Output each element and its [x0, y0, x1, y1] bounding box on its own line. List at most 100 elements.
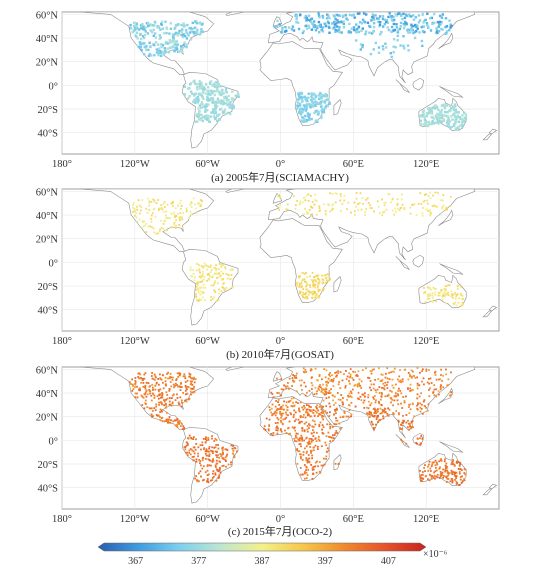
xco2-observation [181, 33, 184, 37]
xco2-observation [214, 267, 217, 270]
xco2-observation [214, 106, 217, 109]
xco2-observation [318, 94, 322, 97]
xco2-observation [311, 467, 314, 469]
xco2-observation [215, 87, 219, 90]
xco2-observation [341, 14, 345, 17]
xco2-observation [394, 46, 397, 49]
xco2-observation [309, 369, 312, 372]
xco2-observation [434, 459, 437, 462]
xco2-observation [323, 388, 326, 391]
xco2-observation [378, 367, 380, 370]
xco2-observation [318, 425, 321, 428]
xco2-observation [419, 444, 422, 446]
xco2-observation [210, 464, 212, 467]
xco2-observation [353, 16, 356, 19]
xco2-observation [288, 433, 290, 436]
xco2-observation [392, 45, 395, 48]
xco2-observation [133, 210, 136, 213]
xco2-observation [286, 408, 289, 411]
xco2-observation [293, 409, 296, 412]
xco2-observation [345, 378, 348, 381]
xco2-observation [378, 15, 382, 18]
xco2-observation [174, 46, 177, 50]
xco2-observation [295, 390, 298, 393]
xco2-observation [368, 410, 371, 413]
xco2-observation [208, 450, 210, 453]
xco2-observation [382, 417, 385, 420]
xco2-observation [448, 29, 451, 32]
xco2-observation [216, 113, 220, 117]
xco2-observation [211, 437, 213, 440]
xco2-observation [314, 410, 317, 413]
xco2-observation [212, 284, 215, 287]
xco2-observation [456, 293, 458, 296]
xco2-observation [405, 395, 407, 398]
xco2-observation [321, 30, 325, 33]
xco2-observation [192, 387, 195, 390]
xco2-observation [306, 414, 309, 417]
xco2-observation [317, 288, 320, 291]
xco2-observation [183, 93, 186, 96]
xco2-observation [312, 412, 315, 414]
xco2-observation [457, 125, 460, 129]
xco2-observation [182, 375, 185, 378]
xco2-observation [296, 462, 299, 465]
xco2-observation [406, 44, 410, 47]
xco2-observation [148, 53, 152, 56]
xco2-observation [191, 92, 194, 96]
xco2-observation [424, 291, 426, 294]
xco2-observation [307, 289, 310, 292]
xco2-observation [174, 419, 176, 422]
lon-tick-label: 180° [52, 514, 72, 525]
xco2-observation [221, 279, 224, 281]
xco2-observation [177, 422, 179, 424]
xco2-observation [334, 20, 337, 24]
xco2-observation [321, 410, 324, 413]
xco2-observation [311, 100, 314, 103]
xco2-observation [371, 207, 373, 209]
xco2-observation [145, 231, 148, 233]
xco2-observation [323, 457, 325, 460]
xco2-observation [312, 429, 314, 431]
xco2-observation [133, 21, 137, 25]
xco2-observation [148, 209, 151, 211]
xco2-observation [393, 399, 396, 402]
xco2-observation [224, 456, 227, 459]
xco2-observation [352, 370, 355, 373]
xco2-observation [311, 477, 314, 480]
xco2-observation [434, 374, 437, 376]
xco2-observation [283, 384, 285, 387]
xco2-observation [420, 123, 423, 126]
xco2-observation [337, 372, 340, 375]
xco2-observation [319, 413, 322, 416]
xco2-observation [159, 219, 162, 222]
xco2-observation [318, 461, 321, 463]
xco2-observation [425, 406, 427, 409]
xco2-observation [424, 405, 426, 408]
xco2-observation [408, 13, 411, 16]
xco2-observation [319, 421, 322, 424]
xco2-observation [409, 15, 413, 18]
xco2-observation [325, 393, 328, 395]
xco2-observation [296, 21, 300, 24]
xco2-observation [134, 383, 137, 386]
xco2-observation [414, 23, 417, 27]
xco2-observation [163, 400, 166, 403]
xco2-observation [312, 409, 315, 411]
xco2-observation [441, 207, 443, 210]
xco2-observation [300, 119, 303, 122]
xco2-observation [360, 380, 363, 383]
xco2-observation [182, 392, 184, 394]
xco2-observation [305, 16, 308, 20]
xco2-observation [276, 421, 279, 424]
xco2-observation [165, 405, 168, 407]
xco2-observation [183, 375, 186, 378]
xco2-observation [339, 193, 342, 195]
xco2-observation [382, 415, 384, 418]
xco2-observation [214, 437, 217, 440]
xco2-observation [309, 19, 312, 22]
xco2-observation [299, 473, 302, 476]
xco2-observation [148, 201, 150, 204]
xco2-observation [281, 26, 284, 29]
xco2-observation [157, 414, 160, 417]
